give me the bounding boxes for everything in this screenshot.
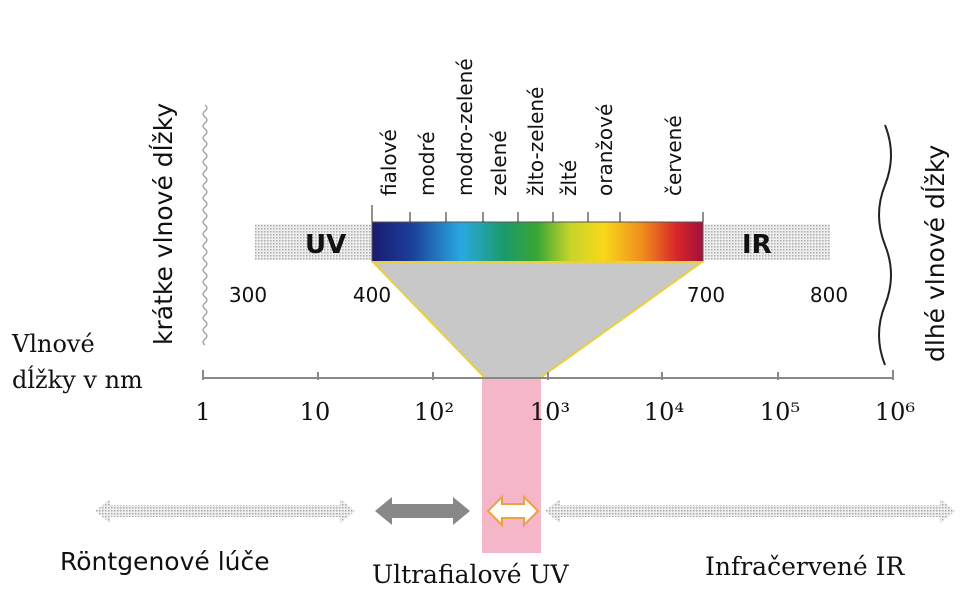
log-label: 10 [300, 398, 331, 426]
color-name: modré [415, 131, 439, 196]
color-dividers [371, 205, 704, 222]
log-label: 10³ [530, 398, 570, 426]
scale-label: 800 [810, 283, 848, 307]
funnel [370, 261, 706, 379]
color-name: fialové [377, 129, 401, 196]
uv-arrow [375, 497, 470, 525]
long-wave [878, 124, 892, 366]
axis-title: dĺžky v nm [12, 365, 143, 394]
log-label: 10⁶ [875, 398, 915, 426]
region-label: Ultrafialové UV [372, 560, 570, 589]
log-labels: 1 10 10² 10³ 10⁴ 10⁵ 10⁶ [195, 398, 915, 426]
scale-label: 300 [229, 283, 267, 307]
log-ticks [202, 370, 894, 380]
ir-arrow [545, 499, 955, 523]
scale-label: 400 [353, 283, 391, 307]
color-names: fialové modré modro-zelené zelené žlto-z… [377, 58, 686, 196]
log-label: 10² [414, 398, 454, 426]
log-label: 10⁵ [760, 398, 800, 426]
log-label: 10⁴ [644, 398, 684, 426]
visible-arrow [486, 494, 540, 528]
short-label: krátke vlnové dĺžky [149, 103, 178, 345]
uv-label: UV [305, 230, 346, 260]
visible-band [482, 378, 541, 553]
color-name: žlto-zelené [524, 87, 548, 196]
axis-title: Vlnové [11, 330, 95, 358]
color-name: zelené [487, 130, 511, 196]
scale-label: 700 [687, 283, 725, 307]
ir-label: IR [742, 230, 772, 260]
color-name: červené [662, 115, 686, 196]
xray-arrow [95, 499, 355, 523]
color-name: oranžové [593, 104, 617, 196]
color-name: žlté [557, 160, 581, 196]
log-label: 1 [195, 398, 210, 426]
color-name: modro-zelené [453, 58, 477, 196]
short-wave [202, 104, 208, 346]
region-label: Röntgenové lúče [60, 547, 270, 576]
visible-spectrum [371, 221, 704, 263]
long-label: dlhé vlnové dĺžky [921, 144, 950, 362]
region-label: Infračervené IR [705, 552, 905, 581]
